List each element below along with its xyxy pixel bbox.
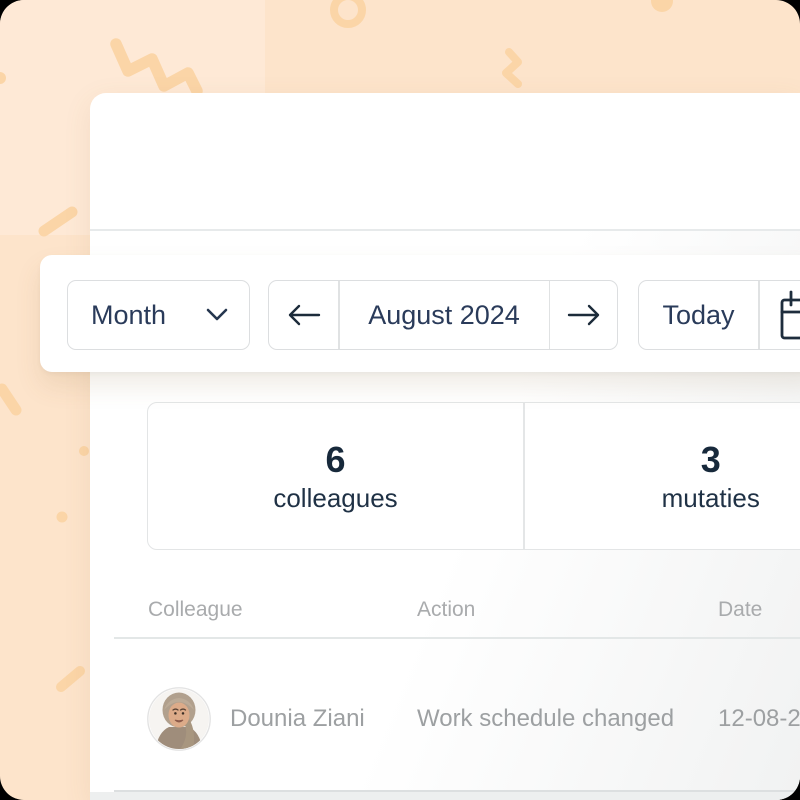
mutations-panel: Mutations 6 colleagues 3 mutaties Collea… — [90, 93, 800, 800]
stat-colleagues-label: colleagues — [273, 482, 398, 513]
dash-shape — [0, 383, 22, 416]
divider — [90, 229, 800, 231]
stat-colleagues: 6 colleagues — [148, 403, 523, 549]
arrow-left-icon — [288, 304, 320, 326]
column-header-action: Action — [417, 598, 476, 621]
row-date-text: 12-08-2024 — [718, 705, 800, 732]
table-row[interactable]: Dounia Ziani Work schedule changed 12-08… — [90, 675, 800, 789]
divider — [548, 281, 550, 349]
stat-colleagues-value: 6 — [325, 438, 346, 480]
divider — [338, 281, 340, 349]
dash-shape — [38, 206, 78, 237]
stat-mutations-label: mutaties — [661, 482, 760, 513]
divider — [523, 403, 525, 549]
today-button[interactable]: Today — [639, 281, 758, 349]
stat-mutations-value: 3 — [700, 438, 721, 480]
zigzag-shape — [502, 48, 522, 88]
previous-month-button[interactable] — [269, 281, 338, 349]
toolbar: Month August 2024 — [40, 255, 800, 372]
dot-shape — [79, 446, 89, 456]
today-label: Today — [662, 299, 735, 330]
row-action-text: Work schedule changed — [417, 705, 675, 732]
stats-summary: 6 colleagues 3 mutaties — [147, 402, 800, 550]
avatar — [147, 687, 211, 751]
dot-shape — [0, 72, 6, 84]
arrow-right-icon — [567, 304, 599, 326]
row-colleague-name: Dounia Ziani — [230, 705, 365, 732]
calendar-icon — [780, 290, 800, 340]
current-period-label: August 2024 — [340, 281, 549, 349]
period-text: August 2024 — [368, 299, 520, 330]
ring-shape — [330, 0, 366, 28]
divider — [758, 281, 760, 349]
panel-footer — [90, 792, 800, 800]
squiggle-shape — [110, 38, 203, 97]
column-header-date: Date — [718, 598, 763, 621]
calendar-button[interactable] — [760, 281, 800, 349]
stat-mutations: 3 mutaties — [525, 403, 800, 549]
chevron-down-icon — [206, 308, 228, 321]
column-header-colleague: Colleague — [148, 598, 243, 621]
dot-shape — [56, 511, 68, 523]
dash-shape — [56, 666, 85, 692]
divider — [114, 790, 800, 792]
today-control: Today — [638, 280, 800, 350]
view-mode-value: Month — [91, 299, 167, 330]
dot-shape — [651, 0, 673, 12]
period-navigator: August 2024 — [268, 280, 618, 350]
view-mode-dropdown[interactable]: Month — [67, 280, 250, 350]
next-month-button[interactable] — [550, 281, 617, 349]
divider — [114, 637, 800, 639]
